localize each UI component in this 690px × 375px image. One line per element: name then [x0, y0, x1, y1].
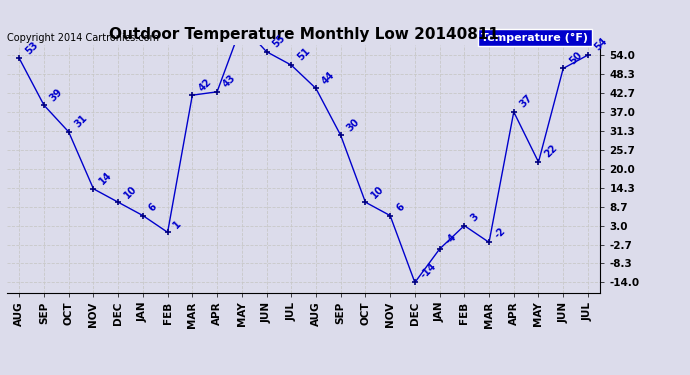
Text: 30: 30 — [345, 117, 362, 133]
Text: 6: 6 — [394, 202, 406, 213]
Text: Temperature (°F): Temperature (°F) — [482, 33, 589, 42]
Text: 50: 50 — [567, 50, 584, 66]
Text: 10: 10 — [370, 183, 386, 200]
Text: 54: 54 — [592, 36, 609, 53]
Text: 55: 55 — [270, 33, 287, 50]
Text: 3: 3 — [469, 211, 480, 223]
Text: -4: -4 — [444, 232, 458, 247]
Text: 63: 63 — [0, 374, 1, 375]
Text: 22: 22 — [542, 143, 560, 160]
Text: 51: 51 — [295, 46, 312, 63]
Text: 37: 37 — [518, 93, 535, 110]
Text: 14: 14 — [97, 170, 115, 187]
Text: -2: -2 — [493, 225, 508, 240]
Text: 10: 10 — [122, 183, 139, 200]
Text: 6: 6 — [147, 202, 159, 213]
Text: -14: -14 — [419, 261, 438, 280]
Text: Copyright 2014 Cartronics.com: Copyright 2014 Cartronics.com — [7, 33, 159, 42]
Text: 39: 39 — [48, 86, 65, 103]
Text: 43: 43 — [221, 73, 238, 90]
Text: 31: 31 — [73, 113, 90, 130]
Text: 1: 1 — [172, 218, 184, 230]
Text: 42: 42 — [197, 76, 213, 93]
Text: 53: 53 — [23, 40, 40, 56]
Title: Outdoor Temperature Monthly Low 20140811: Outdoor Temperature Monthly Low 20140811 — [108, 27, 499, 42]
Text: 44: 44 — [320, 70, 337, 86]
